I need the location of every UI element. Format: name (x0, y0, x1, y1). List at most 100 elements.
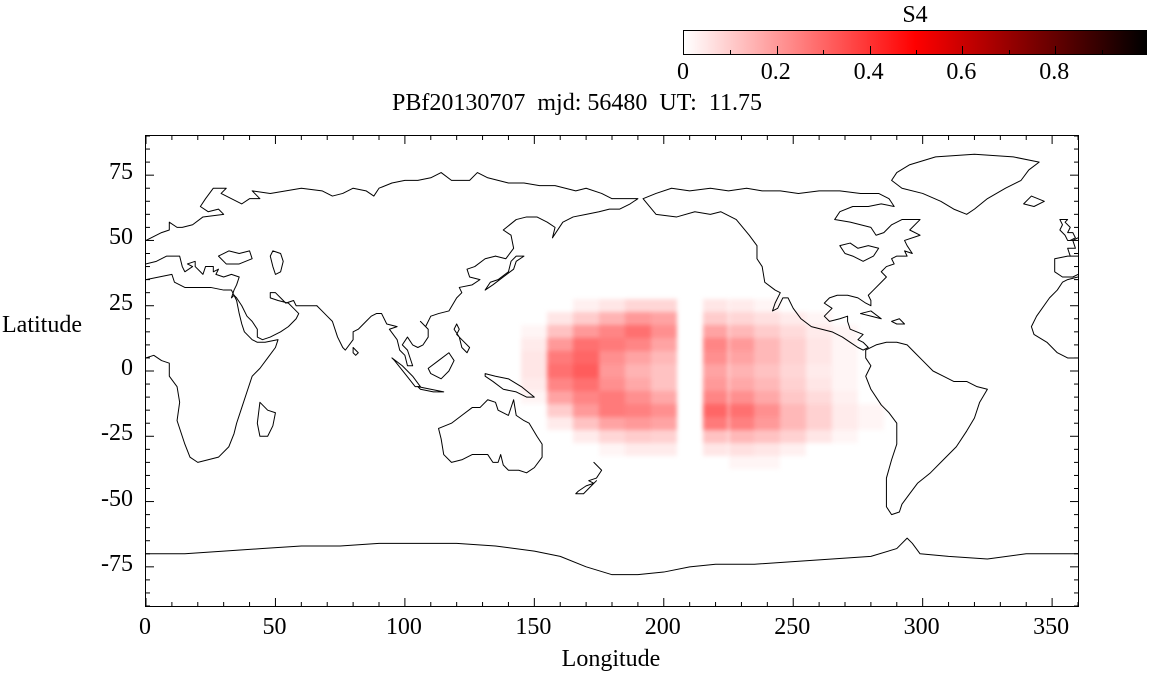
heatmap-cell (573, 403, 600, 417)
coastline-japan (485, 256, 524, 290)
coastline-antarctica (146, 538, 1078, 575)
heatmap-cell (806, 338, 833, 352)
heatmap-cell (547, 325, 574, 339)
heatmap-cell (780, 338, 807, 352)
y-tick-label: 50 (109, 224, 133, 251)
heatmap-cell (728, 377, 755, 391)
heatmap-cell (624, 390, 651, 404)
coastline-arabia-mediterranean (146, 256, 317, 340)
y-tick-label: -25 (101, 420, 133, 447)
y-tick-label: 75 (109, 159, 133, 186)
coastline-south-america (866, 342, 988, 514)
heatmap-cell (624, 312, 651, 326)
heatmap-cell (547, 390, 574, 404)
heatmap-cell (650, 351, 677, 365)
heatmap-cell (599, 403, 625, 417)
coastline-philippines (454, 324, 470, 353)
heatmap-cell (573, 299, 600, 313)
heatmap-cell (702, 351, 729, 365)
heatmap-cell (702, 403, 729, 417)
heatmap-cell (754, 416, 781, 430)
colorbar-tick (1101, 50, 1103, 54)
heatmap-cell (832, 338, 858, 352)
colorbar-tick (730, 50, 732, 54)
heatmap-cell (624, 299, 651, 313)
world-map (146, 136, 1078, 606)
heatmap-cell (650, 377, 677, 391)
y-axis-label: Latitude (2, 312, 82, 338)
heatmap-cell (573, 377, 600, 391)
heatmap-cell (624, 377, 651, 391)
heatmap-cell (702, 390, 729, 404)
colorbar (683, 30, 1147, 55)
heatmap-cell (780, 325, 807, 339)
heatmap-cell (599, 312, 625, 326)
heatmap-cell (599, 416, 625, 430)
y-tick-label: 25 (109, 289, 133, 316)
heatmap-cell (702, 442, 729, 456)
colorbar-tick-label: 0.6 (946, 59, 977, 85)
heatmap-cell (780, 429, 807, 443)
heatmap-cell (599, 338, 625, 352)
heatmap-cell (728, 403, 755, 417)
heatmap-cell (728, 455, 755, 469)
heatmap-cell (728, 338, 755, 352)
heatmap-cell (754, 429, 781, 443)
heatmap-cell (806, 364, 833, 378)
heatmap-cell (573, 325, 600, 339)
heatmap-cell (702, 325, 729, 339)
colorbar-tick-label: 0.8 (1039, 59, 1070, 85)
heatmap-cell (702, 429, 729, 443)
heatmap-cell (521, 364, 548, 378)
heatmap-cell (573, 390, 600, 404)
coastline-hispaniola (892, 319, 905, 324)
colorbar-tick (823, 50, 825, 54)
heatmap-cell (754, 377, 781, 391)
x-tick-label: 150 (515, 614, 552, 640)
heatmap-cell (547, 312, 574, 326)
black-sea (218, 251, 252, 264)
heatmap-cell (806, 325, 833, 339)
heatmap-cell (702, 338, 729, 352)
heatmap-cell (832, 416, 858, 430)
heatmap-cell (521, 325, 548, 339)
heatmap-cell (780, 416, 807, 430)
colorbar-tick (916, 50, 917, 54)
heatmap-cell (857, 416, 884, 430)
colorbar-title: S4 (902, 2, 928, 28)
heatmap-cell (547, 338, 574, 352)
heatmap-cell (806, 429, 833, 443)
heatmap-cell (728, 325, 755, 339)
heatmap-cell (780, 377, 807, 391)
x-tick-label: 0 (139, 614, 151, 640)
heatmap-cell (832, 377, 858, 391)
heatmap-cell (624, 416, 651, 430)
plot-area (145, 135, 1079, 607)
heatmap-cell (702, 364, 729, 378)
x-tick-label: 300 (903, 614, 940, 640)
heatmap-cell (754, 364, 781, 378)
axis-ticks (146, 136, 1078, 606)
colorbar-tick-label: 0 (677, 59, 689, 85)
heatmap-cell (806, 377, 833, 391)
heatmap-cell (728, 429, 755, 443)
heatmap-cell (832, 429, 858, 443)
heatmap-cell (754, 390, 781, 404)
heatmap-cell (780, 364, 807, 378)
coastline-west-africa (1031, 277, 1078, 358)
heatmap-cell (624, 338, 651, 352)
x-tick-label: 200 (644, 614, 681, 640)
coastline-madagascar (257, 402, 275, 436)
heatmap-cell (754, 325, 781, 339)
coastline-borneo (428, 353, 454, 379)
heatmap-cell (702, 416, 729, 430)
heatmap-cell (624, 364, 651, 378)
heatmap-cell (728, 299, 755, 313)
heatmap-cell (780, 390, 807, 404)
heatmap-cell (754, 455, 781, 469)
coastline-iceland (1024, 196, 1045, 206)
y-tick-label: -75 (101, 550, 133, 577)
heatmap-cell (754, 299, 781, 313)
heatmap-cell (780, 312, 807, 326)
